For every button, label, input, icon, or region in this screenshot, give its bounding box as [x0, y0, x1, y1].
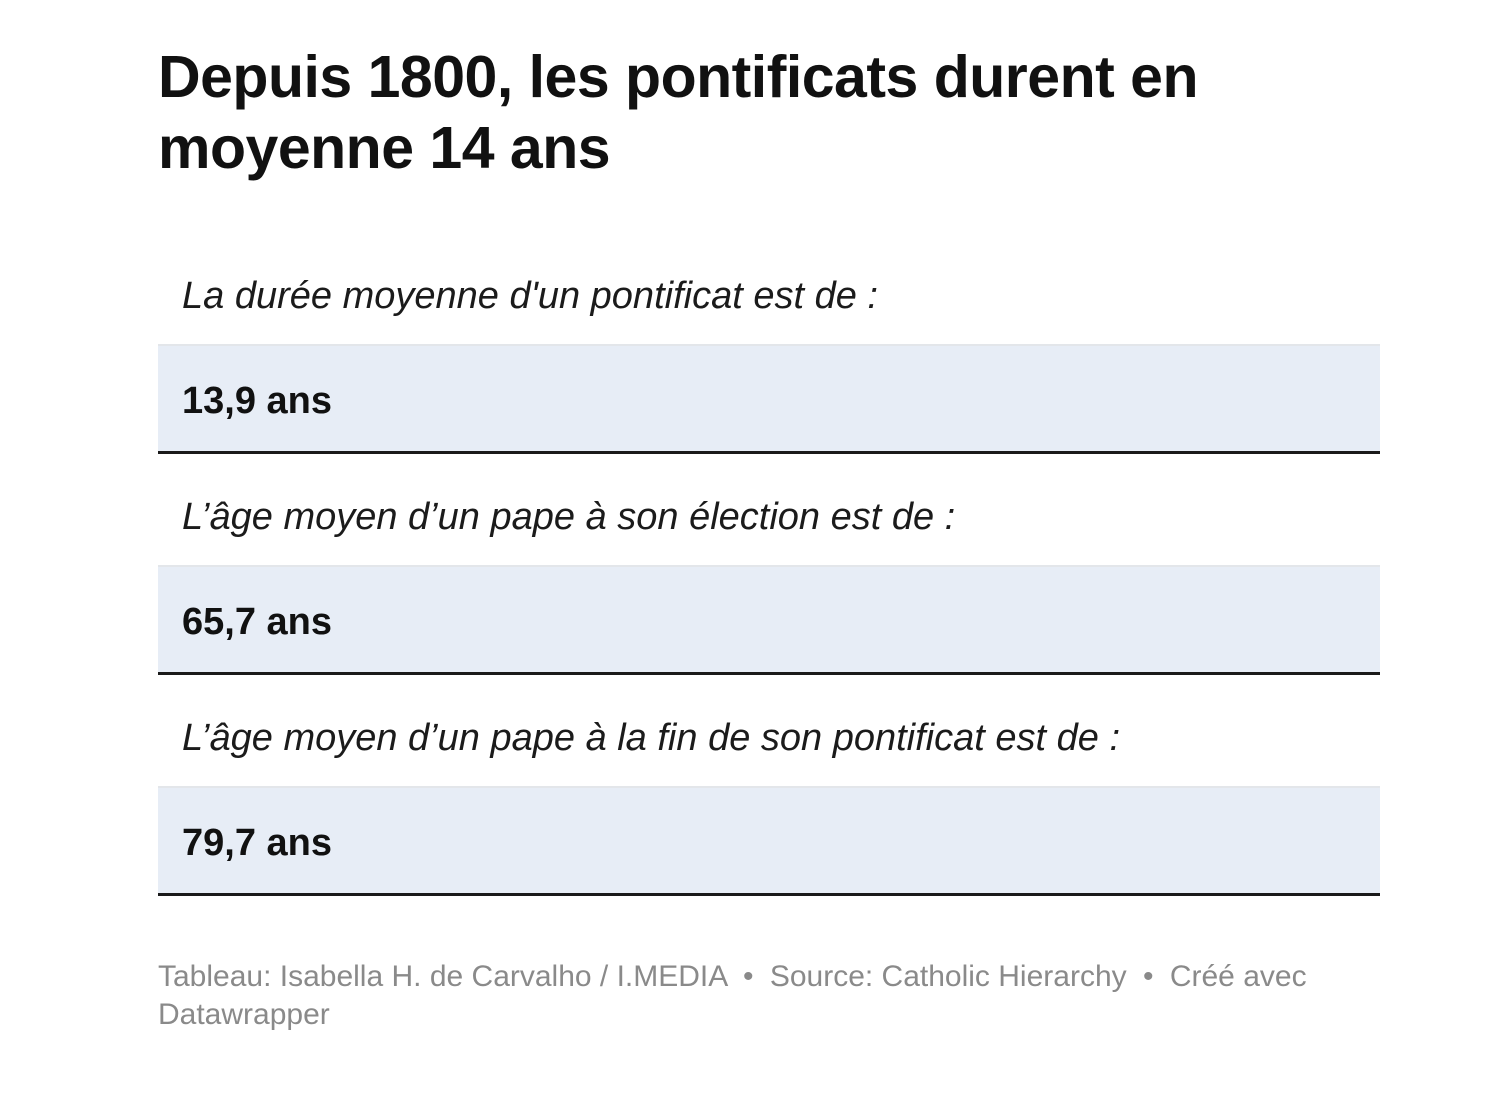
footer-separator: • — [1142, 960, 1154, 993]
chart-container: Depuis 1800, les pontificats durent en m… — [158, 42, 1380, 1034]
table-row-label: L’âge moyen d’un pape à la fin de son po… — [158, 675, 1380, 788]
footer-separator: • — [742, 960, 754, 993]
table-row-label: La durée moyenne d'un pontificat est de … — [158, 276, 1380, 346]
footer-source: Source: Catholic Hierarchy — [769, 960, 1127, 993]
footer-tool: Créé avec Datawrapper — [158, 960, 1307, 1031]
table-row-value: 79,7 ans — [158, 788, 1380, 896]
table-row-value: 13,9 ans — [158, 346, 1380, 454]
footer-credit: Tableau: Isabella H. de Carvalho / I.MED… — [158, 960, 727, 993]
stats-table: La durée moyenne d'un pontificat est de … — [158, 276, 1380, 896]
chart-title: Depuis 1800, les pontificats durent en m… — [158, 44, 1199, 181]
chart-footer: Tableau: Isabella H. de Carvalho / I.MED… — [158, 958, 1380, 1034]
table-row-value: 65,7 ans — [158, 567, 1380, 675]
table-row-label: L’âge moyen d’un pape à son élection est… — [158, 454, 1380, 567]
